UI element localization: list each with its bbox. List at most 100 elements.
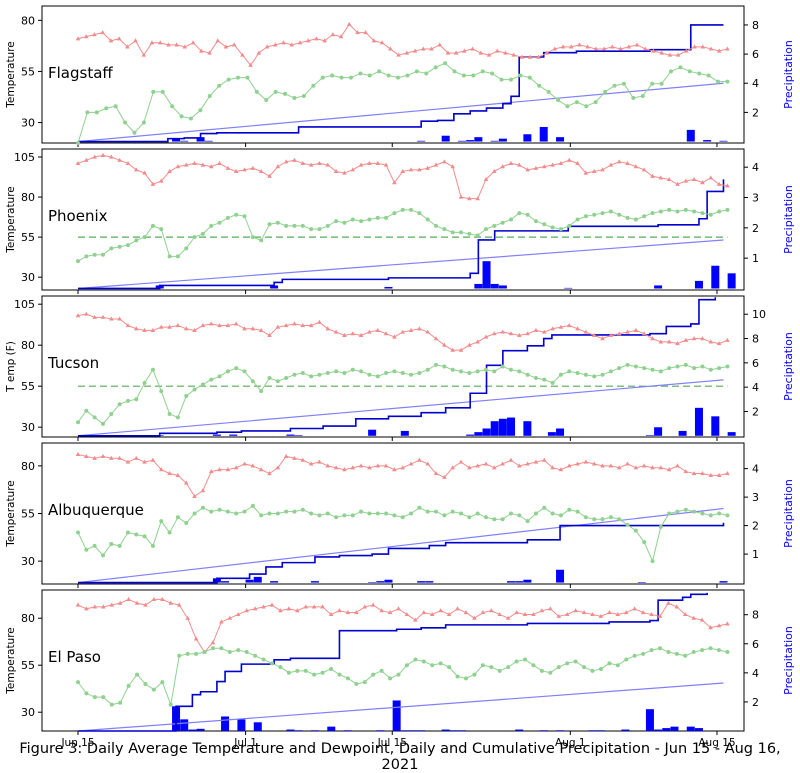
dewpoint-point bbox=[500, 220, 505, 225]
daily-precip-bar bbox=[727, 432, 736, 436]
temperature-point bbox=[342, 332, 347, 337]
dewpoint-point bbox=[539, 668, 544, 673]
temperature-point bbox=[225, 165, 231, 170]
y2-tick-label: 4 bbox=[752, 161, 759, 174]
dewpoint-point bbox=[337, 672, 342, 677]
dewpoint-point bbox=[101, 695, 106, 700]
dewpoint-point bbox=[295, 668, 300, 673]
dewpoint-point bbox=[242, 509, 247, 514]
temperature-point bbox=[583, 170, 589, 175]
dewpoint-point bbox=[227, 650, 232, 655]
dewpoint-point bbox=[160, 89, 165, 94]
temperature-point bbox=[548, 606, 553, 611]
dewpoint-point bbox=[217, 507, 222, 512]
dewpoint-point bbox=[556, 665, 561, 670]
temperature-point bbox=[223, 44, 229, 49]
temperature-point bbox=[573, 608, 578, 613]
temperature-point bbox=[350, 465, 356, 470]
dewpoint-point bbox=[192, 511, 197, 516]
temperature-point bbox=[392, 180, 397, 185]
temperature-point bbox=[126, 596, 131, 601]
cumulative-precip-line bbox=[78, 522, 725, 584]
y2-tick-label: 2 bbox=[752, 405, 759, 418]
dewpoint-point bbox=[225, 369, 230, 374]
dewpoint-point bbox=[284, 223, 289, 228]
temperature-point bbox=[581, 610, 587, 615]
temperature-point bbox=[317, 459, 322, 464]
daily-precip-bar bbox=[727, 273, 736, 289]
temperature-point bbox=[552, 46, 558, 51]
dewpoint-point bbox=[459, 230, 464, 235]
dewpoint-point bbox=[525, 212, 530, 217]
dewpoint-point bbox=[159, 519, 164, 524]
temperature-point bbox=[516, 463, 522, 468]
temperature-point bbox=[442, 342, 447, 347]
dewpoint-point bbox=[631, 96, 636, 101]
x-tick-label: Aug 1 bbox=[555, 737, 586, 749]
dewpoint-point bbox=[100, 553, 105, 558]
dewpoint-point bbox=[244, 650, 249, 655]
dewpoint-point bbox=[267, 375, 272, 380]
temperature-point bbox=[342, 170, 347, 175]
temperature-point bbox=[600, 463, 605, 468]
daily-precip-bar bbox=[556, 730, 565, 731]
temperature-point bbox=[322, 38, 327, 43]
temperature-point bbox=[375, 160, 381, 166]
dewpoint-point bbox=[109, 412, 114, 417]
temperature-point bbox=[608, 332, 614, 337]
temperature-point bbox=[362, 604, 368, 609]
temperature-point bbox=[700, 336, 705, 341]
dewpoint-point bbox=[384, 511, 389, 516]
dewpoint-point bbox=[450, 367, 455, 372]
temperature-point bbox=[478, 50, 484, 55]
daily-precip-bar bbox=[253, 722, 262, 731]
temperature-point bbox=[275, 324, 281, 329]
daily-precip-bar bbox=[645, 709, 654, 731]
temperature-point bbox=[210, 640, 216, 645]
dewpoint-point bbox=[583, 515, 588, 520]
daily-precip-bar bbox=[703, 140, 712, 142]
dewpoint-line bbox=[77, 505, 728, 563]
temperature-point bbox=[190, 40, 196, 45]
dewpoint-point bbox=[170, 104, 175, 109]
x-tick-label: Jul 15 bbox=[377, 737, 407, 749]
dewpoint-point bbox=[311, 83, 316, 88]
dewpoint-point bbox=[200, 505, 205, 510]
dewpoint-point bbox=[523, 657, 528, 662]
dewpoint-point bbox=[612, 83, 617, 88]
temperature-point bbox=[633, 465, 639, 470]
temperature-point bbox=[208, 164, 214, 169]
dewpoint-point bbox=[384, 371, 389, 376]
dewpoint-point bbox=[567, 369, 572, 374]
daily-precip-bar bbox=[180, 140, 189, 142]
temperature-point bbox=[244, 608, 249, 613]
temperature-point bbox=[392, 467, 397, 472]
y2-tick-label: 6 bbox=[752, 638, 759, 651]
dewpoint-point bbox=[359, 219, 364, 224]
dewpoint-point bbox=[309, 227, 314, 232]
dewpoint-point bbox=[184, 394, 189, 399]
dewpoint-point bbox=[716, 79, 721, 84]
temperature-point bbox=[141, 52, 147, 57]
dewpoint-point bbox=[264, 98, 269, 103]
temperature-point bbox=[641, 331, 647, 336]
temperature-point bbox=[641, 463, 647, 468]
dewpoint-point bbox=[542, 377, 547, 382]
temperature-point bbox=[514, 610, 519, 615]
temperature-point bbox=[314, 36, 319, 41]
daily-precip-bar bbox=[637, 582, 646, 583]
dewpoint-point bbox=[325, 371, 330, 376]
dewpoint-point bbox=[575, 371, 580, 376]
dewpoint-point bbox=[700, 211, 705, 216]
temperature-point bbox=[725, 183, 730, 188]
dewpoint-point bbox=[400, 207, 405, 212]
temperature-point bbox=[176, 602, 182, 607]
dewpoint-point bbox=[300, 507, 305, 512]
dewpoint-point bbox=[600, 211, 605, 216]
dewpoint-point bbox=[76, 680, 80, 685]
temperature-point bbox=[458, 194, 464, 199]
temperature-point bbox=[556, 613, 562, 618]
temperature-point bbox=[199, 48, 204, 53]
temperature-point bbox=[682, 611, 688, 617]
dewpoint-point bbox=[717, 648, 722, 653]
